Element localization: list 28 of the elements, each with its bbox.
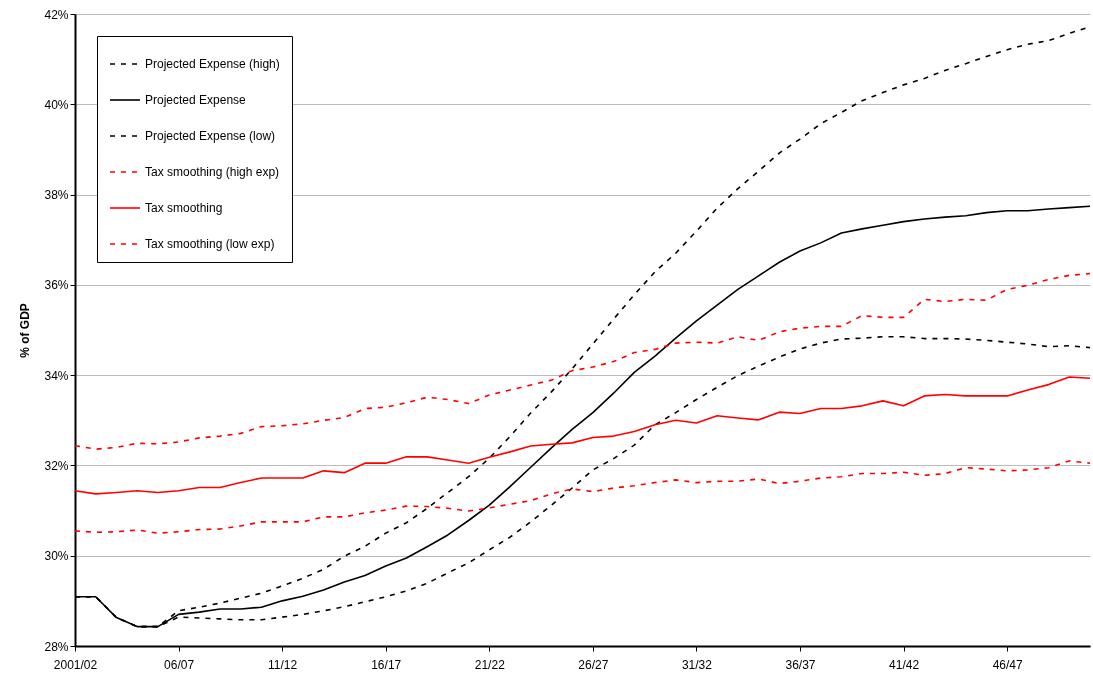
y-tick-label: 40% [44,97,69,112]
line-series [74,460,1091,534]
y-tick-label: 30% [44,549,69,564]
line-series [74,376,1091,495]
line-series [74,272,1091,450]
y-axis-title: % of GDP [18,303,33,358]
legend-label: Tax smoothing (low exp) [145,237,275,251]
x-tick-label: 16/17 [371,657,402,672]
legend-label: Tax smoothing [145,201,223,215]
x-tick-label: 06/07 [164,657,195,672]
x-tick-label: 11/12 [268,657,298,672]
x-tick-label: 31/32 [681,657,713,672]
x-tick-label: 41/42 [889,657,920,672]
y-tick-label: 34% [44,368,69,383]
legend-label: Tax smoothing (high exp) [145,165,280,179]
y-tick-label: 32% [44,458,69,473]
x-tick-label: 36/37 [785,657,816,672]
x-tick-label: 21/22 [474,657,506,672]
y-tick-label: 28% [44,639,69,654]
x-tick-label: 26/27 [578,657,609,672]
legend-label: Projected Expense (low) [145,129,276,143]
y-tick-label: 38% [44,188,69,203]
legend-label: Projected Expense (high) [145,57,280,71]
y-tick-label: 36% [44,278,69,293]
y-tick-label: 42% [44,7,69,22]
legend-label: Projected Expense [145,93,247,107]
x-tick-label: 46/47 [992,657,1023,672]
x-tick-label: 2001/02 [53,657,98,672]
